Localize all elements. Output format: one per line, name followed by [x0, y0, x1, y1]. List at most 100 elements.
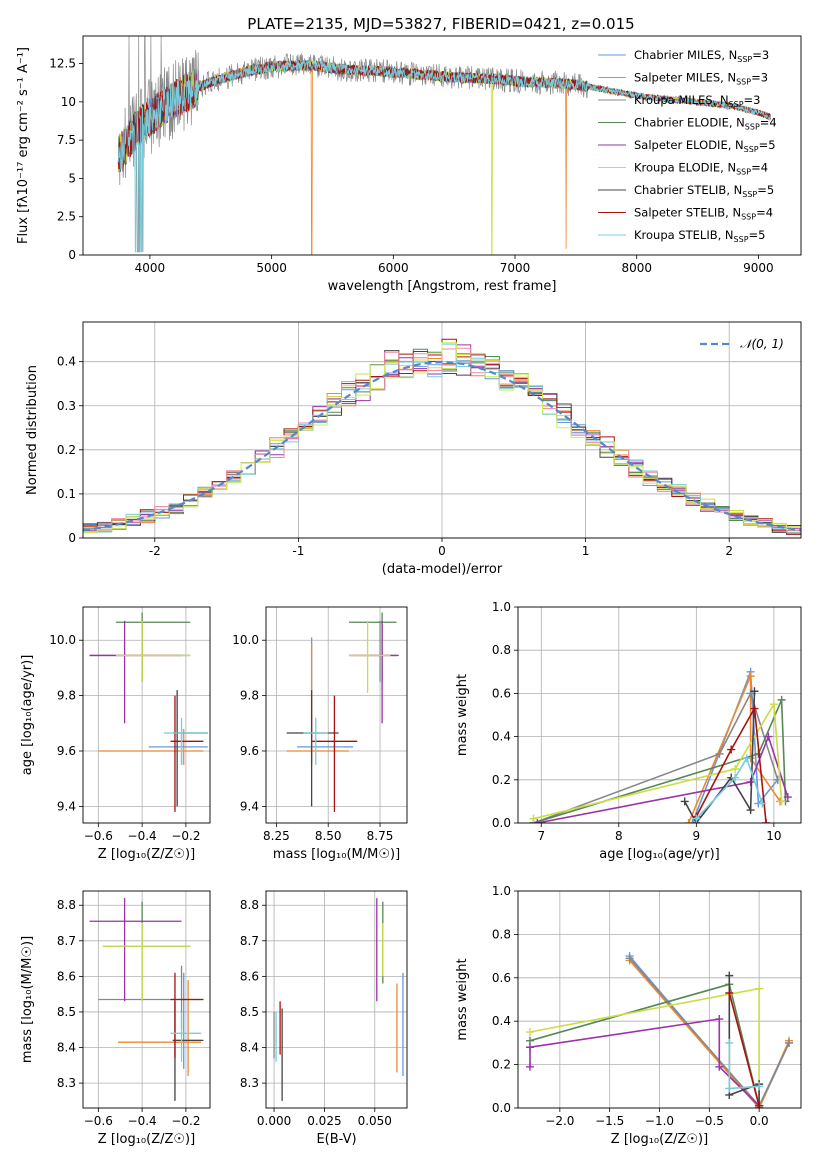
- weight-point-marker: [727, 745, 736, 754]
- y-tick-label: 0: [68, 248, 76, 262]
- axes-weight_vs_age: 7 8 9 10 0.0 0.2 0.4 0.6 0.8 1.0 age [log₁₀(age/yr…: [455, 600, 802, 862]
- x-tick-label: 7: [537, 829, 545, 843]
- weight-point-marker: [533, 819, 542, 823]
- x-tick-label: -1: [292, 544, 304, 558]
- weight-series-line: [529, 983, 760, 1106]
- x-tick-label: 6000: [378, 261, 409, 275]
- y-tick-label: 0.3: [57, 399, 76, 413]
- axes-frame: [82, 321, 802, 539]
- x-tick-label: −0.6: [84, 1114, 113, 1128]
- x-tick-label: 8.75: [367, 829, 394, 843]
- weight-point-marker: [750, 704, 759, 713]
- legend-entry: Salpeter STELIB, NSSP=4: [634, 206, 773, 222]
- x-tick-label: −0.2: [171, 1114, 200, 1128]
- weight-point-marker: [746, 672, 755, 681]
- y-tick-label: 9.4: [57, 799, 76, 813]
- weight-point-marker: [715, 1062, 724, 1071]
- weight-point-marker: [758, 799, 767, 808]
- y-tick-label: 8.7: [57, 934, 76, 948]
- y-tick-label: 10.0: [49, 633, 76, 647]
- y-tick-label: 0: [68, 531, 76, 545]
- legend-entry: Chabrier MILES, NSSP=3: [634, 48, 769, 64]
- plot-area: [273, 898, 404, 1101]
- grid-lines: [266, 607, 407, 823]
- y-tick-label: 8.8: [240, 898, 259, 912]
- axes-frame: [265, 606, 408, 824]
- y-tick-label: 0.6: [492, 686, 511, 700]
- x-tick-label: −2.0: [545, 1114, 574, 1128]
- y-tick-label: 8.5: [240, 1005, 259, 1019]
- axes-mass_vs_Z: −0.6 −0.4 −0.2 8.3 8.4 8.5 8.6 8.7 8.8 Z [log₁₀(Z…: [20, 890, 211, 1147]
- legend-entry: 𝒩(0, 1): [740, 337, 784, 351]
- legend-entry: Kroupa MILES, NSSP=3: [634, 93, 760, 109]
- x-tick-label: 0.0: [750, 1114, 769, 1128]
- plot-area: [529, 667, 792, 823]
- weight-point-marker: [725, 1038, 734, 1047]
- x-tick-label: 8.25: [263, 829, 290, 843]
- x-tick-label: −0.2: [171, 829, 200, 843]
- weight-point-marker: [769, 700, 778, 709]
- y-axis-label: Normed distribution: [25, 365, 40, 495]
- y-tick-label: 8.8: [57, 898, 76, 912]
- legend-entry: Salpeter ELODIE, NSSP=5: [634, 138, 776, 154]
- x-axis-label: Z [log₁₀(Z/Z☉)]: [611, 1132, 708, 1147]
- y-tick-label: 9.6: [240, 744, 259, 758]
- x-axis-label: Z [log₁₀(Z/Z☉)]: [98, 1132, 195, 1147]
- axes-frame: [517, 606, 802, 824]
- x-axis-label: mass [log₁₀(M/M☉)]: [273, 847, 400, 862]
- y-tick-label: 7.5: [57, 133, 76, 147]
- x-tick-label: 0: [438, 544, 446, 558]
- x-tick-label: 10: [766, 829, 781, 843]
- y-tick-label: 8.3: [240, 1076, 259, 1090]
- legend-entry: Salpeter MILES, NSSP=3: [634, 71, 768, 87]
- x-tick-label: −0.4: [128, 1114, 157, 1128]
- axes-age_vs_Z: −0.6 −0.4 −0.2 9.4 9.6 9.8 10.0 Z [log₁₀(Z/Z☉)]…: [20, 606, 211, 862]
- y-tick-label: 9.8: [57, 689, 76, 703]
- x-tick-label: −0.4: [128, 829, 157, 843]
- y-axis-label: Flux [fλ10⁻¹⁷ erg cm⁻² s⁻¹ A⁻¹]: [16, 47, 31, 244]
- weight-series-line: [695, 756, 763, 820]
- legend-entry: Chabrier STELIB, NSSP=5: [634, 183, 774, 199]
- y-tick-label: 8.6: [57, 969, 76, 983]
- x-tick-label: 8.50: [315, 829, 342, 843]
- weight-point-marker: [688, 819, 697, 823]
- weight-point-marker: [692, 814, 701, 823]
- weight-point-marker: [764, 732, 773, 741]
- x-tick-label: −0.6: [84, 829, 113, 843]
- weight-series-line: [533, 701, 783, 820]
- axes-frame: [517, 890, 802, 1109]
- plot-area: [83, 338, 801, 535]
- weight-point-marker: [777, 695, 786, 704]
- y-tick-label: 2.5: [57, 210, 76, 224]
- y-tick-label: 5: [68, 171, 76, 185]
- legend-entry: Kroupa ELODIE, NSSP=4: [634, 161, 768, 177]
- y-tick-label: 0.1: [57, 487, 76, 501]
- weight-point-marker: [715, 749, 724, 758]
- axes-mass_vs_EBV: 0.000 0.025 0.050 8.3 8.4 8.5 8.6 8.7 8.8 E(B-V): [240, 890, 408, 1147]
- weight-series-line: [529, 1018, 760, 1107]
- weight-point-marker: [777, 797, 786, 806]
- x-tick-label: 4000: [135, 261, 166, 275]
- grid-lines: [266, 891, 407, 1108]
- x-tick-label: -2: [149, 544, 161, 558]
- x-axis-label: E(B-V): [316, 1132, 356, 1147]
- y-tick-label: 10: [61, 95, 76, 109]
- y-tick-label: 0.8: [492, 927, 511, 941]
- y-tick-label: 0.8: [492, 643, 511, 657]
- y-tick-label: 1.0: [492, 600, 511, 614]
- y-tick-label: 9.8: [240, 689, 259, 703]
- x-axis-label: (data-model)/error: [382, 562, 503, 577]
- x-tick-label: 0.050: [358, 1114, 392, 1128]
- plot-area: [286, 612, 399, 812]
- weight-point-marker: [725, 971, 734, 980]
- y-tick-label: 8.3: [57, 1076, 76, 1090]
- weight-series-line: [728, 975, 760, 1108]
- y-tick-label: 0.4: [492, 730, 511, 744]
- weight-series-line: [695, 705, 767, 823]
- x-tick-label: 9: [693, 829, 701, 843]
- weight-point-marker: [715, 1015, 724, 1024]
- axes-weight_vs_Z: −2.0 −1.5 −1.0 −0.5 0.0 0.0 0.2 0.4 0.6 0.8 1.0 Z […: [455, 884, 802, 1147]
- x-tick-label: −0.5: [695, 1114, 724, 1128]
- y-tick-label: 8.7: [240, 934, 259, 948]
